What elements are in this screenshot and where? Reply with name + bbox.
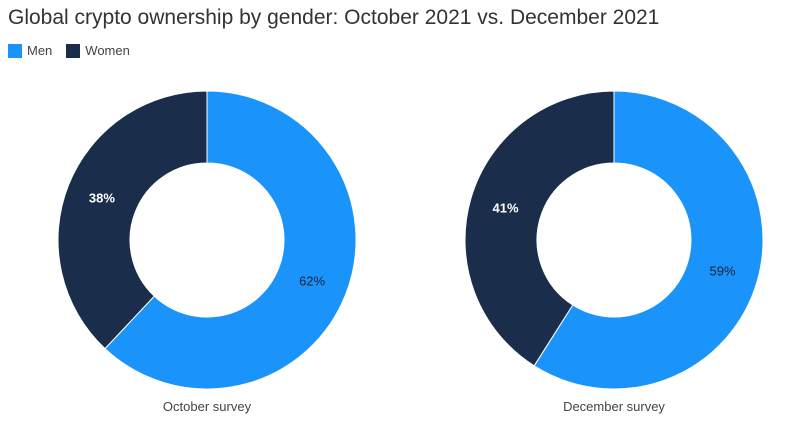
chart-caption: December survey	[563, 399, 665, 414]
legend: Men Women	[8, 43, 144, 58]
chart-title: Global crypto ownership by gender: Octob…	[8, 6, 660, 29]
data-label-women: 38%	[89, 190, 115, 205]
data-label-men: 59%	[709, 264, 735, 279]
slice-women[interactable]	[464, 90, 615, 367]
legend-label-men: Men	[27, 43, 53, 58]
legend-label-women: Women	[85, 43, 130, 58]
donut-chart-october: 62% 38% October survey	[57, 90, 357, 414]
legend-swatch-women	[66, 43, 81, 58]
legend-item-women[interactable]: Women	[66, 43, 130, 58]
donut-chart-december: 59% 41% December survey	[464, 90, 764, 414]
legend-item-men[interactable]: Men	[8, 43, 52, 58]
data-label-women: 41%	[492, 201, 518, 216]
legend-swatch-men	[8, 43, 22, 58]
slice-women[interactable]	[57, 90, 208, 350]
slice-men[interactable]	[104, 90, 357, 390]
data-label-men: 62%	[299, 274, 325, 289]
chart-caption: October survey	[163, 399, 252, 414]
slice-men[interactable]	[533, 90, 764, 390]
